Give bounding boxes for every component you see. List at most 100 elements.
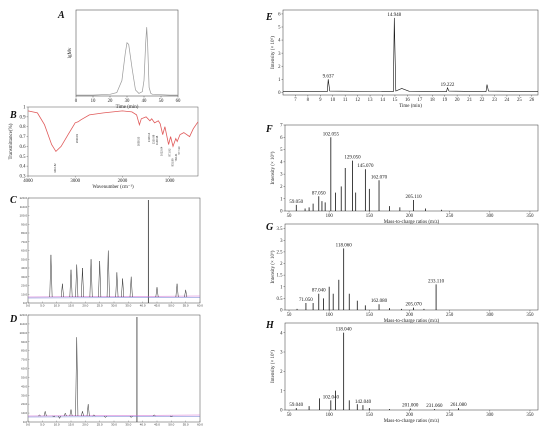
chromatogram-peak-c xyxy=(75,264,79,298)
y-tick-label-d: 80.0 xyxy=(21,349,27,353)
x-tick-label-e: 7 xyxy=(294,98,297,103)
chromatogram-peak-c xyxy=(98,260,102,298)
x-tick-label-e: 23 xyxy=(492,98,497,103)
chromatogram-peak-d xyxy=(81,411,84,417)
x-tick-label-g: 250 xyxy=(446,313,454,318)
ms-peak-label-g: 233.110 xyxy=(428,279,445,284)
y-tick-label-d: 100.0 xyxy=(19,331,27,335)
x-tick-label-f: 100 xyxy=(326,214,334,219)
y-tick-label-d: 40.0 xyxy=(21,384,27,388)
y-tick-label-b: 0.4 xyxy=(20,165,27,170)
chromatogram-peak-d xyxy=(43,411,47,417)
x-tick-label-a: 10 xyxy=(91,99,96,104)
chromatogram-peak-d xyxy=(52,415,56,417)
plot-frame-f xyxy=(284,124,539,212)
chromatogram-peak-d xyxy=(92,414,96,417)
x-tick-label-e: 24 xyxy=(505,98,510,103)
y-tick-label-h: 2 xyxy=(280,370,283,375)
x-tick-label-h: 300 xyxy=(486,413,494,418)
left-column: A 0 10 20 30 40 50 60 Time (min) lgMv B 0.3 0.4 0.5 0.… xyxy=(9,9,203,427)
x-tick-label-e: 13 xyxy=(368,98,373,103)
y-axis-title-h: Intensity (× 10⁶) xyxy=(270,350,276,383)
x-tick-label-b: 4000 xyxy=(23,179,33,184)
y-tick-label-g: 0 xyxy=(280,309,283,314)
y-tick-label-d: 120.0 xyxy=(19,313,27,317)
y-tick-label-f: 3 xyxy=(280,173,283,178)
x-tick-label-c: 60.0 xyxy=(197,304,203,308)
ms-peak-label-h: 102.040 xyxy=(323,395,340,400)
x-tick-label-b: 1000 xyxy=(165,179,175,184)
y-tick-label-g: 1.5 xyxy=(277,274,284,279)
chromatogram-peak-d xyxy=(38,414,41,417)
x-tick-label-e: 25 xyxy=(517,98,522,103)
y-tick-label-e: 2 xyxy=(278,65,281,70)
y-tick-label-d: 50.0 xyxy=(21,375,27,379)
chromatogram-peak-c xyxy=(175,283,179,298)
y-tick-label-b: 1 xyxy=(23,106,26,111)
ms-peak-label-f: 145.070 xyxy=(357,164,374,169)
ms-peak-label-g: 87.040 xyxy=(312,289,326,294)
ftir-peak-label: 1022.04 xyxy=(160,146,164,156)
panel-b: B 0.3 0.4 0.5 0.6 0.7 0.8 0.9 1 4000 3000 2000 1000 W… xyxy=(9,106,199,190)
chromatogram-peak-c xyxy=(184,289,188,298)
x-tick-label-c: 15.0 xyxy=(68,304,74,308)
gpc-series-line xyxy=(76,27,178,96)
y-tick-label-c: 120.0 xyxy=(19,196,27,200)
x-tick-label-c: 25.0 xyxy=(97,304,103,308)
y-tick-label-c: 0.0 xyxy=(23,301,28,305)
baseline-pink-d xyxy=(27,414,201,417)
chromatogram-peak-d xyxy=(104,415,107,418)
x-tick-label-e: 22 xyxy=(480,98,485,103)
x-tick-label-e: 21 xyxy=(467,98,472,103)
y-tick-label-g: 0.5 xyxy=(277,297,284,302)
panel-g: G 0 0.5 1 1.5 2 2.5 3 3.5 50 100 150 200 250 300 350 Mas… xyxy=(266,222,539,324)
chromatogram-peak-c xyxy=(89,259,93,298)
y-tick-label-f: 2 xyxy=(280,185,283,190)
x-tick-label-e: 20 xyxy=(455,98,460,103)
y-tick-label-g: 2 xyxy=(280,262,283,267)
chromatogram-peak-d xyxy=(86,404,90,417)
chromatogram-peak-d xyxy=(152,414,156,417)
x-tick-label-b: 2000 xyxy=(118,179,128,184)
panel-letter-d: D xyxy=(9,314,17,325)
y-tick-label-h: 4 xyxy=(280,331,283,336)
chromatogram-peak-d xyxy=(63,412,67,417)
y-tick-label-d: 60.0 xyxy=(21,367,27,371)
x-tick-label-d: 25.0 xyxy=(97,423,103,427)
plot-frame-c xyxy=(27,197,201,304)
y-tick-label-f: 1 xyxy=(280,197,283,202)
x-tick-label-a: 40 xyxy=(142,99,147,104)
y-tick-label-b: 0.9 xyxy=(20,115,27,120)
y-tick-label-d: 30.0 xyxy=(21,393,27,397)
y-tick-label-d: 20.0 xyxy=(21,402,27,406)
panel-letter-b: B xyxy=(9,110,17,121)
x-tick-label-d: 40.0 xyxy=(140,423,146,427)
y-tick-label-b: 0.5 xyxy=(20,155,27,160)
chromatogram-peak-c xyxy=(69,269,73,298)
panel-f: F 0 1 2 3 4 5 6 7 50 100 150 200 250 300 350 Mass-to-cha… xyxy=(265,124,539,225)
ms-peak-label-f: 205.110 xyxy=(406,195,423,200)
x-axis-title-f: Mass-to-charge ratios (m/z) xyxy=(384,220,440,225)
x-tick-label-c: 35.0 xyxy=(125,304,131,308)
y-tick-label-g: 2.5 xyxy=(277,250,284,255)
ftir-peak-label: 1148.38 xyxy=(155,135,159,145)
x-tick-label-a: 30 xyxy=(125,99,130,104)
plot-frame-g xyxy=(284,223,539,311)
x-tick-label-f: 150 xyxy=(366,214,374,219)
x-tick-label-h: 250 xyxy=(446,413,454,418)
ftir-peak-label: 2939.81 xyxy=(75,133,79,143)
x-tick-label-f: 350 xyxy=(526,214,534,219)
x-tick-label-e: 16 xyxy=(405,98,410,103)
x-tick-label-d: 0.0 xyxy=(26,423,31,427)
ms-peak-label-f: 162.070 xyxy=(371,175,388,180)
ms-peak-label-h: 201.000 xyxy=(402,403,419,408)
ftir-peak-label: 3410.82 xyxy=(53,163,57,173)
panel-h: H 0 1 2 3 4 50 100 150 200 250 300 350 Mass-to-charge… xyxy=(265,320,539,424)
x-tick-label-d: 5.0 xyxy=(40,423,45,427)
y-tick-label-d: 70.0 xyxy=(21,358,27,362)
x-tick-label-b: 3000 xyxy=(70,179,80,184)
y-tick-label-d: 90.0 xyxy=(21,340,27,344)
plot-frame-b xyxy=(27,106,199,177)
